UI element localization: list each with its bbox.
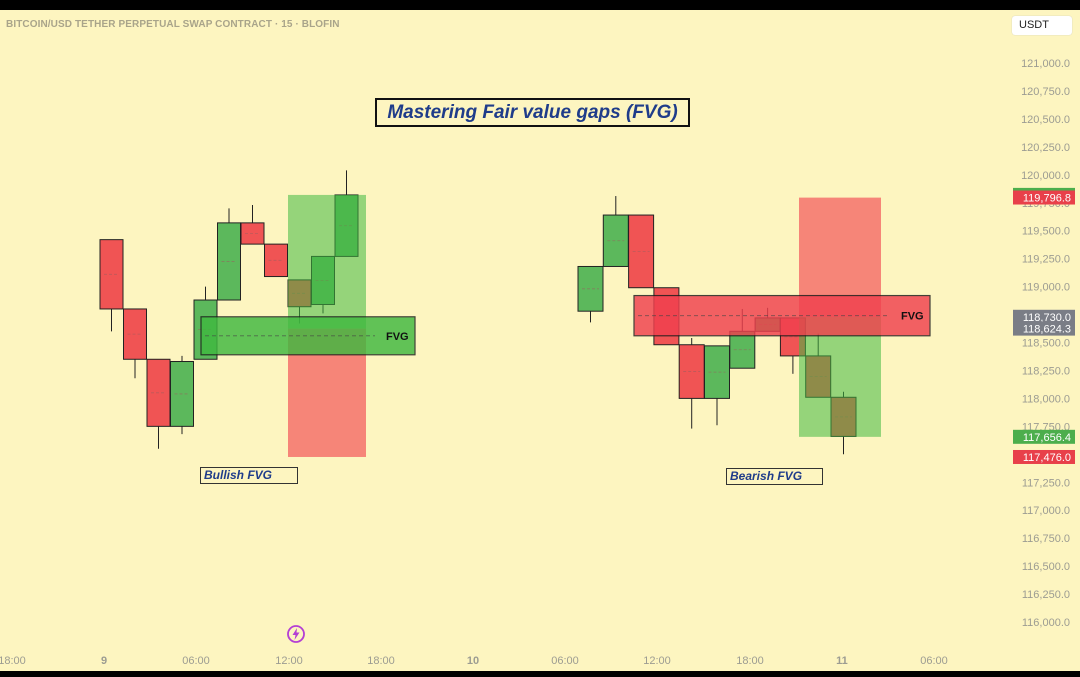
price-tag: 119,796.8 [1013, 190, 1075, 205]
price-tag: 118,624.3 [1013, 321, 1075, 336]
x-tick-label: 12:00 [275, 655, 303, 667]
price-tag-label: 119,796.8 [1023, 193, 1071, 205]
candle-body [628, 214, 655, 289]
x-tick-label: 18:00 [736, 655, 764, 667]
bullish-fvg-group: FVG [99, 170, 416, 457]
y-tick-label: 121,000.0 [1021, 58, 1070, 70]
y-tick-label: 117,000.0 [1022, 505, 1070, 517]
x-tick-label: 11 [836, 655, 848, 667]
y-tick-label: 119,500.0 [1022, 226, 1070, 238]
x-tick-label: 10 [467, 655, 479, 667]
y-tick-label: 119,000.0 [1022, 282, 1070, 294]
price-tag-label: 117,656.4 [1023, 432, 1071, 444]
x-tick-label: 18:00 [367, 655, 395, 667]
price-tag-bg [1013, 321, 1075, 336]
price-tag: 117,656.4 [1013, 429, 1075, 444]
y-tick-label: 116,500.0 [1022, 561, 1070, 573]
x-tick-label: 06:00 [920, 655, 948, 667]
x-tick-label: 12:00 [643, 655, 671, 667]
candle-body [704, 345, 730, 399]
y-tick-label: 119,250.0 [1022, 254, 1070, 266]
price-tag-label: 117,476.0 [1023, 452, 1071, 464]
x-tick-label: 06:00 [182, 655, 210, 667]
lightning-icon[interactable] [286, 624, 306, 644]
y-tick-label: 118,500.0 [1022, 338, 1070, 350]
fvg-label: FVG [901, 311, 924, 323]
price-tag: 118,730.0 [1013, 309, 1075, 324]
bullish-fvg-label[interactable]: Bullish FVG [200, 467, 298, 484]
x-tick-label: 18:00 [0, 655, 26, 667]
y-tick-label: 120,750.0 [1021, 86, 1070, 98]
bearish-fvg-group: FVG [577, 196, 931, 455]
candle-body [602, 214, 629, 267]
price-tag-label: 118,624.3 [1023, 324, 1071, 336]
symbol-title: BITCOIN/USD TETHER PERPETUAL SWAP CONTRA… [6, 19, 340, 30]
currency-selector[interactable]: USDT [1012, 16, 1072, 35]
price-tag-bg [1013, 309, 1075, 324]
top-bar [0, 0, 1080, 10]
bottom-bar [0, 671, 1080, 677]
price-tag-bg [1013, 429, 1075, 444]
chart-annotation-title[interactable]: Mastering Fair value gaps (FVG) [375, 98, 690, 127]
price-tag-bg [1013, 190, 1075, 205]
y-tick-label: 120,000.0 [1021, 170, 1070, 182]
y-tick-label: 116,000.0 [1022, 617, 1070, 629]
y-tick-label: 116,250.0 [1022, 589, 1070, 601]
price-tag-bg [1013, 449, 1075, 464]
candle-body [729, 330, 756, 369]
y-tick-label: 118,000.0 [1022, 393, 1070, 405]
y-tick-label: 117,250.0 [1022, 477, 1070, 489]
green-zone [288, 194, 366, 329]
bearish-fvg-label[interactable]: Bearish FVG [726, 468, 823, 485]
y-tick-label: 116,750.0 [1022, 533, 1070, 545]
x-tick-label: 06:00 [551, 655, 579, 667]
chart-area[interactable]: 121,000.0 120,750.0 120,500.0 120,250.0 120,… [0, 10, 1080, 671]
candle-body [678, 344, 705, 399]
fvg-label: FVG [386, 331, 409, 343]
y-tick-label: 120,500.0 [1021, 114, 1070, 126]
green-zone [799, 316, 881, 437]
y-tick-label: 120,250.0 [1021, 142, 1070, 154]
price-chart[interactable]: 121,000.0 120,750.0 120,500.0 120,250.0 120,… [0, 10, 1080, 671]
price-tag-label: 118,730.0 [1023, 312, 1071, 324]
x-tick-label: 9 [101, 655, 107, 667]
price-tag: 117,476.0 [1013, 449, 1075, 464]
y-tick-label: 118,250.0 [1022, 365, 1070, 377]
candle-body [577, 265, 604, 312]
